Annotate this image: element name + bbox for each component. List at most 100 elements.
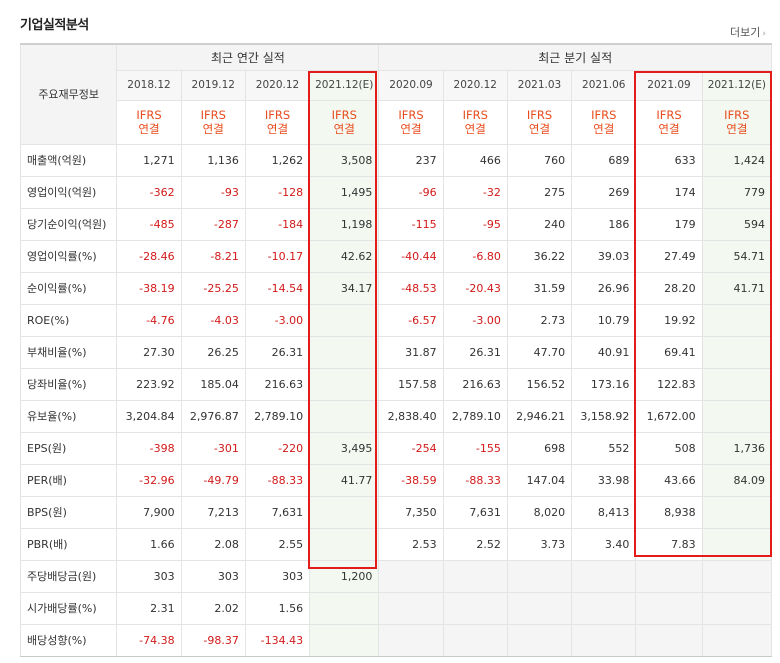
value-cell: -485 bbox=[116, 207, 182, 241]
row-label: 매출액(억원) bbox=[19, 143, 118, 177]
value-cell: 31.87 bbox=[378, 335, 444, 369]
value-cell: 3,508 bbox=[309, 143, 380, 177]
row-label: 영업이익(억원) bbox=[19, 175, 118, 209]
value-cell: -155 bbox=[442, 431, 508, 465]
consolidated-label: 연결 bbox=[266, 122, 289, 136]
value-cell bbox=[378, 559, 444, 593]
value-cell: -96 bbox=[378, 175, 444, 209]
value-cell: 2.53 bbox=[378, 527, 444, 561]
consolidated-label: 연결 bbox=[658, 122, 680, 136]
row-label: PER(배) bbox=[19, 463, 118, 497]
value-cell bbox=[378, 623, 444, 657]
table-row: 순이익률(%) -38.19 -25.25 -14.54 34.17 -48.53 -20.… bbox=[19, 271, 773, 305]
value-cell: -49.79 bbox=[180, 463, 246, 497]
value-cell: 36.22 bbox=[506, 239, 573, 273]
value-cell: 43.66 bbox=[635, 463, 703, 497]
value-cell bbox=[442, 591, 508, 625]
value-cell: -115 bbox=[378, 207, 444, 241]
row-label: 순이익률(%) bbox=[19, 271, 118, 305]
value-cell: 216.63 bbox=[442, 367, 508, 401]
value-cell bbox=[701, 335, 773, 369]
value-cell: 7,631 bbox=[442, 495, 508, 529]
value-cell: 594 bbox=[701, 207, 773, 241]
value-cell: -4.03 bbox=[180, 303, 246, 337]
ifrs-badge: IFRS 연결 bbox=[244, 99, 311, 145]
value-cell: 269 bbox=[571, 175, 637, 209]
value-cell: -40.44 bbox=[378, 239, 444, 273]
value-cell: 8,020 bbox=[506, 495, 573, 529]
value-cell: 760 bbox=[506, 143, 573, 177]
row-label: 당좌비율(%) bbox=[19, 367, 118, 401]
value-cell: 7,900 bbox=[116, 495, 182, 529]
value-cell: 1.56 bbox=[244, 591, 311, 625]
ifrs-label: IFRS bbox=[398, 108, 424, 122]
value-cell bbox=[442, 623, 508, 657]
value-cell: 26.25 bbox=[180, 335, 246, 369]
value-cell: 303 bbox=[116, 559, 182, 593]
value-cell: -287 bbox=[180, 207, 246, 241]
value-cell: 3,204.84 bbox=[116, 399, 182, 433]
period-header: 2021.12(E) bbox=[309, 69, 380, 101]
value-cell: 54.71 bbox=[701, 239, 773, 273]
value-cell: 2.31 bbox=[116, 591, 182, 625]
quarter-group-header: 최근 분기 실적 bbox=[378, 43, 772, 71]
row-label: 영업이익률(%) bbox=[19, 239, 118, 273]
corner-header: 주요재무정보 bbox=[19, 43, 118, 145]
period-header: 2021.06 bbox=[571, 69, 637, 101]
value-cell: 34.17 bbox=[309, 271, 380, 305]
value-cell: -28.46 bbox=[116, 239, 182, 273]
value-cell: 185.04 bbox=[180, 367, 246, 401]
annual-group-header: 최근 연간 실적 bbox=[116, 43, 380, 71]
value-cell: 8,413 bbox=[571, 495, 637, 529]
ifrs-badge: IFRS 연결 bbox=[442, 99, 508, 145]
table-row: 당좌비율(%) 223.92 185.04 216.63 157.58 216.63 156… bbox=[19, 367, 773, 401]
period-header: 2018.12 bbox=[116, 69, 182, 101]
value-cell: -184 bbox=[244, 207, 311, 241]
value-cell: 41.77 bbox=[309, 463, 380, 497]
value-cell bbox=[701, 559, 773, 593]
value-cell: 466 bbox=[442, 143, 508, 177]
value-cell bbox=[309, 367, 380, 401]
ifrs-badge: IFRS 연결 bbox=[635, 99, 703, 145]
value-cell bbox=[635, 591, 703, 625]
value-cell bbox=[701, 623, 773, 657]
table-row: 배당성향(%) -74.38 -98.37 -134.43 bbox=[19, 623, 773, 657]
value-cell bbox=[506, 591, 573, 625]
more-label: 더보기 bbox=[730, 26, 761, 39]
value-cell bbox=[309, 399, 380, 433]
value-cell: -32.96 bbox=[116, 463, 182, 497]
consolidated-label: 연결 bbox=[528, 122, 551, 136]
ifrs-label: IFRS bbox=[724, 108, 750, 122]
value-cell: -6.80 bbox=[442, 239, 508, 273]
value-cell: 28.20 bbox=[635, 271, 703, 305]
value-cell bbox=[442, 559, 508, 593]
table-row: 부채비율(%) 27.30 26.25 26.31 31.87 26.31 47.70 40.… bbox=[19, 335, 773, 369]
value-cell: 7,213 bbox=[180, 495, 246, 529]
consolidated-label: 연결 bbox=[333, 122, 355, 136]
value-cell bbox=[309, 623, 380, 657]
value-cell: 39.03 bbox=[571, 239, 637, 273]
value-cell: 40.91 bbox=[571, 335, 637, 369]
value-cell: 147.04 bbox=[506, 463, 573, 497]
value-cell: 2.02 bbox=[180, 591, 246, 625]
value-cell: 31.59 bbox=[506, 271, 573, 305]
more-link[interactable]: 더보기 › bbox=[730, 24, 766, 40]
row-label: 유보율(%) bbox=[19, 399, 118, 433]
value-cell: 508 bbox=[635, 431, 703, 465]
row-label: 배당성향(%) bbox=[19, 623, 118, 657]
value-cell: -301 bbox=[180, 431, 246, 465]
value-cell: -20.43 bbox=[442, 271, 508, 305]
ifrs-badge: IFRS 연결 bbox=[571, 99, 637, 145]
value-cell bbox=[309, 303, 380, 337]
value-cell: -8.21 bbox=[180, 239, 246, 273]
value-cell: -95 bbox=[442, 207, 508, 241]
ifrs-label: IFRS bbox=[136, 108, 162, 122]
consolidated-label: 연결 bbox=[593, 122, 615, 136]
value-cell: -38.59 bbox=[378, 463, 444, 497]
value-cell: -88.33 bbox=[244, 463, 311, 497]
value-cell: -32 bbox=[442, 175, 508, 209]
value-cell: 3.73 bbox=[506, 527, 573, 561]
consolidated-label: 연결 bbox=[726, 122, 748, 136]
value-cell: 237 bbox=[378, 143, 444, 177]
value-cell: -134.43 bbox=[244, 623, 311, 657]
